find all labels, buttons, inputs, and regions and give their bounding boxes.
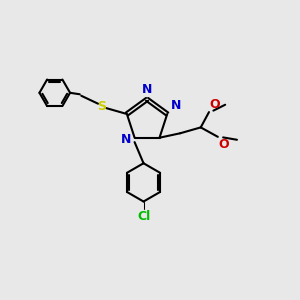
Text: O: O	[219, 138, 229, 151]
Text: N: N	[171, 99, 181, 112]
Text: S: S	[98, 100, 106, 113]
Text: Cl: Cl	[137, 210, 150, 224]
Text: N: N	[121, 133, 131, 146]
Text: O: O	[210, 98, 220, 111]
Text: N: N	[142, 83, 152, 96]
